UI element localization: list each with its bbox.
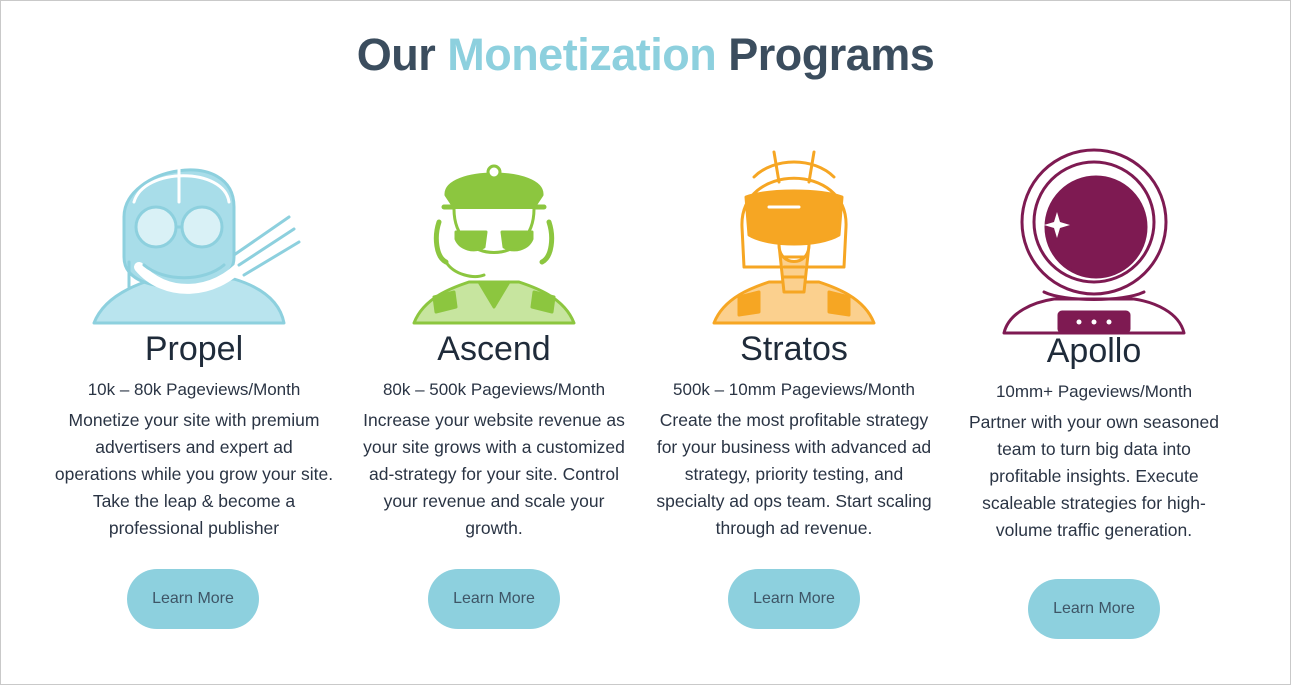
program-pageviews: 80k – 500k Pageviews/Month — [382, 380, 606, 399]
learn-more-button-ascend[interactable]: Learn More — [428, 569, 560, 629]
title-part-monetization: Monetization — [447, 29, 717, 80]
learn-more-button-apollo[interactable]: Learn More — [1028, 579, 1160, 639]
program-card-apollo: Apollo 10mm+ Pageviews/Month Partner wit… — [944, 147, 1244, 544]
program-description: Increase your website revenue as your si… — [363, 410, 625, 538]
program-card-stratos: Stratos 500k – 10mm Pageviews/Month Crea… — [644, 147, 944, 542]
airline-pilot-icon — [412, 164, 576, 325]
title-part-our: Our — [356, 29, 436, 80]
program-description: Create the most profitable strategy for … — [656, 410, 932, 538]
program-pageviews: 500k – 10mm Pageviews/Month — [673, 380, 915, 399]
program-name: Stratos — [740, 330, 848, 368]
program-name: Ascend — [437, 330, 551, 368]
program-card-ascend: Ascend 80k – 500k Pageviews/Month Increa… — [344, 147, 644, 542]
learn-more-button-stratos[interactable]: Learn More — [728, 569, 860, 629]
program-name: Propel — [144, 330, 244, 368]
learn-more-button-propel[interactable]: Learn More — [127, 569, 259, 629]
title-part-programs: Programs — [728, 29, 935, 80]
aviator-pilot-icon — [92, 150, 301, 325]
astronaut-icon — [1002, 148, 1186, 335]
program-card-propel: Propel 10k – 80k Pageviews/Month Monetiz… — [44, 147, 344, 542]
jet-pilot-icon — [712, 150, 876, 325]
program-name: Apollo — [1046, 332, 1142, 370]
section-title: Our Monetization Programs — [1, 27, 1290, 83]
program-description: Monetize your site with premium advertis… — [54, 410, 334, 538]
program-pageviews: 10k – 80k Pageviews/Month — [87, 380, 301, 399]
program-pageviews: 10mm+ Pageviews/Month — [995, 382, 1193, 401]
program-description: Partner with your own seasoned team to t… — [969, 412, 1219, 540]
